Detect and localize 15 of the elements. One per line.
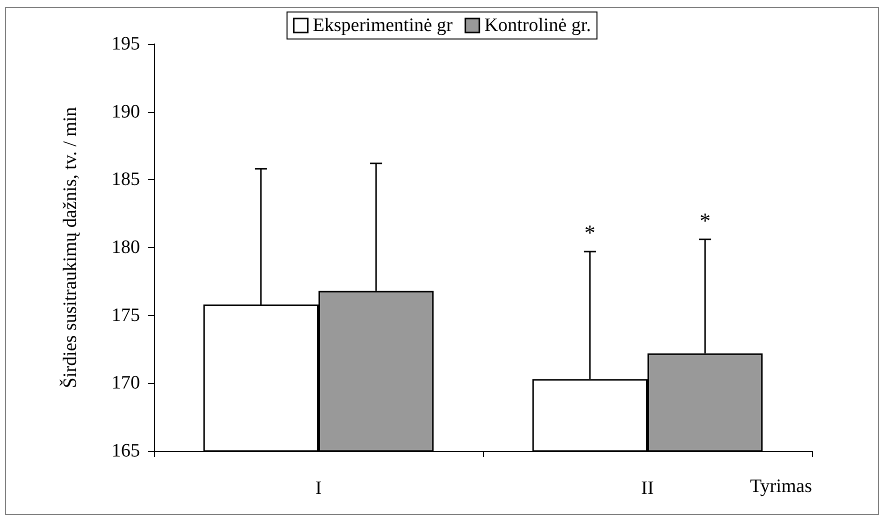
legend-label: Eksperimentinė gr	[312, 15, 454, 36]
y-tick-label: 195	[112, 34, 140, 54]
x-axis-title: Tyrimas	[750, 476, 812, 497]
y-axis-title: Širdies susitraukimų dažnis, tv. / min	[59, 106, 81, 388]
y-tick-label: 170	[112, 372, 140, 394]
x-tick-label: II	[641, 478, 654, 499]
annotation: *	[584, 220, 596, 246]
x-tick-label: I	[315, 478, 322, 499]
y-tick-label: 190	[112, 101, 140, 122]
annotation: *	[700, 208, 711, 233]
legend-label: Kontrolinė gr.	[484, 15, 591, 36]
y-tick-label: 175	[112, 304, 140, 326]
y-tick-label: 185	[112, 169, 140, 190]
y-tick-label: 165	[112, 440, 140, 462]
y-tick-label: 180	[112, 237, 140, 258]
